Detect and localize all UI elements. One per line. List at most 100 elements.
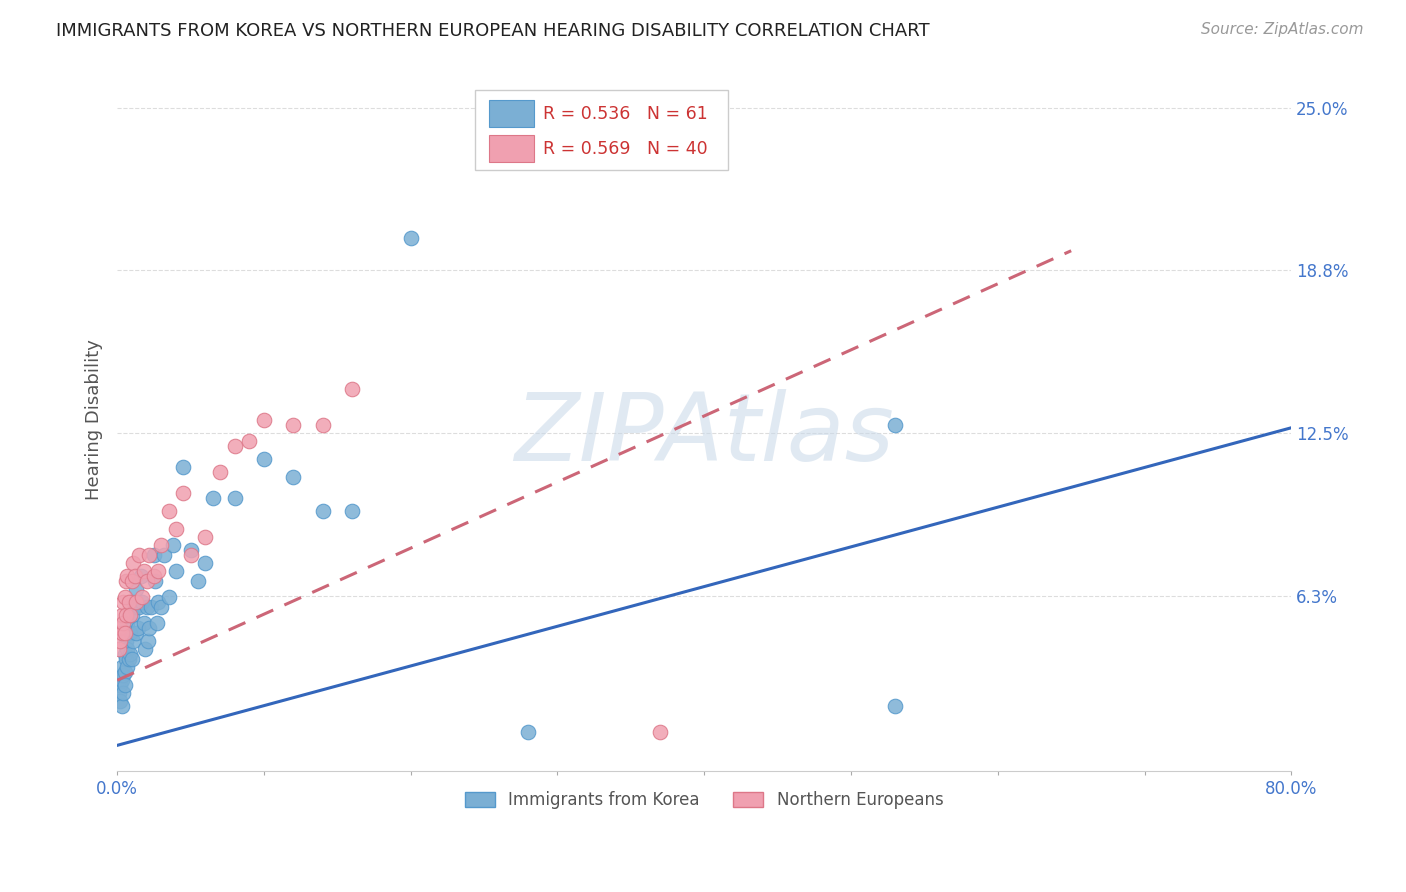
Point — [142, 569, 165, 583]
Text: Source: ZipAtlas.com: Source: ZipAtlas.com — [1201, 22, 1364, 37]
Point — [136, 634, 159, 648]
Text: R = 0.536   N = 61: R = 0.536 N = 61 — [543, 104, 709, 122]
Point — [114, 647, 136, 661]
Point — [110, 673, 132, 688]
Point — [224, 491, 246, 505]
Point — [128, 600, 150, 615]
Text: R = 0.569   N = 40: R = 0.569 N = 40 — [543, 140, 709, 158]
Point — [194, 530, 217, 544]
Point — [115, 652, 138, 666]
Point — [108, 634, 131, 648]
Point — [253, 452, 276, 467]
Point — [115, 608, 138, 623]
Point — [138, 549, 160, 563]
Y-axis label: Hearing Disability: Hearing Disability — [86, 340, 103, 500]
Point — [180, 543, 202, 558]
Point — [650, 725, 672, 739]
Point — [884, 418, 907, 433]
Text: IMMIGRANTS FROM KOREA VS NORTHERN EUROPEAN HEARING DISABILITY CORRELATION CHART: IMMIGRANTS FROM KOREA VS NORTHERN EUROPE… — [56, 22, 929, 40]
Point — [121, 652, 143, 666]
Point — [142, 549, 165, 563]
Point — [115, 634, 138, 648]
Point — [311, 418, 333, 433]
Point — [127, 621, 149, 635]
Point — [340, 504, 363, 518]
Text: ZIPAtlas: ZIPAtlas — [515, 389, 894, 480]
Point — [311, 504, 333, 518]
Point — [120, 647, 142, 661]
Point — [165, 564, 187, 578]
Point — [224, 439, 246, 453]
Point — [117, 615, 139, 630]
Point — [122, 634, 145, 648]
Point — [118, 595, 141, 609]
Point — [139, 600, 162, 615]
Point — [146, 615, 169, 630]
Point — [107, 673, 129, 688]
Point — [125, 582, 148, 596]
Point — [128, 549, 150, 563]
Point — [157, 504, 180, 518]
Point — [110, 699, 132, 714]
Point — [107, 686, 129, 700]
Point — [117, 660, 139, 674]
Point — [150, 538, 173, 552]
Point — [135, 574, 157, 589]
Point — [122, 556, 145, 570]
FancyBboxPatch shape — [475, 89, 728, 170]
Point — [118, 608, 141, 623]
Point — [165, 522, 187, 536]
Point — [124, 569, 146, 583]
Point — [121, 608, 143, 623]
Point — [117, 569, 139, 583]
Point — [157, 590, 180, 604]
Point — [148, 564, 170, 578]
Point — [131, 590, 153, 604]
Point — [131, 595, 153, 609]
Point — [115, 574, 138, 589]
Point — [129, 569, 152, 583]
Point — [124, 600, 146, 615]
Point — [283, 470, 305, 484]
Point — [238, 434, 260, 448]
FancyBboxPatch shape — [489, 136, 534, 162]
Point — [194, 556, 217, 570]
Point — [107, 642, 129, 657]
Point — [125, 626, 148, 640]
Point — [150, 600, 173, 615]
Point — [135, 600, 157, 615]
Point — [108, 678, 131, 692]
Point — [283, 418, 305, 433]
Point — [125, 595, 148, 609]
Point — [110, 660, 132, 674]
Point — [132, 615, 155, 630]
Point — [148, 595, 170, 609]
Point — [122, 595, 145, 609]
Point — [112, 668, 135, 682]
Point — [253, 413, 276, 427]
FancyBboxPatch shape — [489, 100, 534, 127]
Point — [399, 231, 422, 245]
Point — [114, 590, 136, 604]
Point — [153, 549, 176, 563]
Point — [112, 686, 135, 700]
Point — [114, 665, 136, 680]
Point — [884, 699, 907, 714]
Point — [650, 105, 672, 120]
Point — [118, 652, 141, 666]
Point — [108, 621, 131, 635]
Point — [120, 608, 142, 623]
Point — [162, 538, 184, 552]
Point — [134, 642, 156, 657]
Point — [110, 608, 132, 623]
Point — [340, 382, 363, 396]
Point — [208, 465, 231, 479]
Point — [114, 678, 136, 692]
Point — [108, 694, 131, 708]
Point — [112, 615, 135, 630]
Point — [201, 491, 224, 505]
Point — [180, 549, 202, 563]
Point — [120, 626, 142, 640]
Point — [114, 626, 136, 640]
Point — [172, 459, 194, 474]
